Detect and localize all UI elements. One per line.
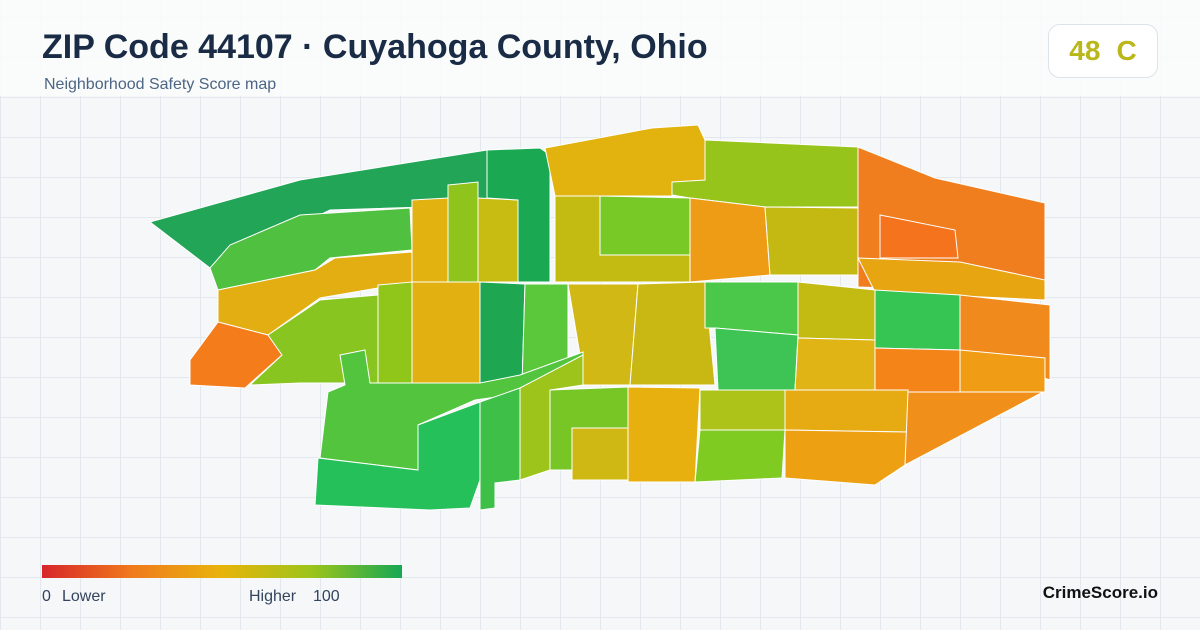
zip-block bbox=[477, 197, 519, 283]
zip-block bbox=[629, 281, 716, 386]
zip-block bbox=[704, 281, 799, 336]
zip-block bbox=[599, 195, 691, 256]
zip-block bbox=[857, 257, 1046, 301]
zip-block bbox=[784, 389, 909, 433]
zip-block bbox=[447, 181, 479, 283]
legend-min-label: Lower bbox=[62, 588, 106, 605]
header bbox=[0, 0, 1200, 96]
zip-blocks bbox=[148, 124, 1051, 511]
subtitle: Neighborhood Safety Score map bbox=[44, 76, 277, 93]
legend-max-label: Higher bbox=[249, 588, 297, 605]
zip-block bbox=[874, 289, 961, 351]
legend-max: 100 bbox=[313, 588, 340, 605]
zip-block bbox=[874, 347, 961, 393]
legend-gradient bbox=[42, 565, 402, 578]
zip-block bbox=[411, 281, 481, 386]
score-value: 48 bbox=[1069, 35, 1101, 66]
score-badge: 48 C bbox=[1048, 24, 1158, 78]
zip-block bbox=[567, 283, 639, 386]
zip-block bbox=[694, 429, 786, 483]
zip-block bbox=[784, 429, 909, 486]
title: ZIP Code 44107 · Cuyahoga County, Ohio bbox=[42, 28, 708, 66]
zip-block bbox=[486, 147, 551, 283]
zip-block bbox=[797, 281, 876, 341]
zip-block bbox=[411, 197, 449, 283]
zip-block bbox=[571, 427, 629, 481]
zip-block bbox=[377, 281, 413, 386]
zip-block bbox=[764, 206, 859, 276]
zip-block bbox=[627, 386, 701, 483]
zip-block bbox=[689, 197, 771, 283]
zip-block bbox=[904, 391, 1044, 466]
zip-block bbox=[479, 281, 526, 386]
zip-block bbox=[959, 349, 1046, 393]
score-grade: C bbox=[1116, 35, 1137, 66]
brand: CrimeScore.io bbox=[1042, 583, 1158, 602]
zip-block bbox=[699, 389, 786, 431]
zip-block bbox=[879, 214, 959, 259]
zip-block bbox=[479, 387, 521, 511]
zip-block bbox=[794, 337, 876, 391]
zip-block bbox=[714, 327, 799, 391]
legend-min: 0 bbox=[42, 588, 51, 605]
